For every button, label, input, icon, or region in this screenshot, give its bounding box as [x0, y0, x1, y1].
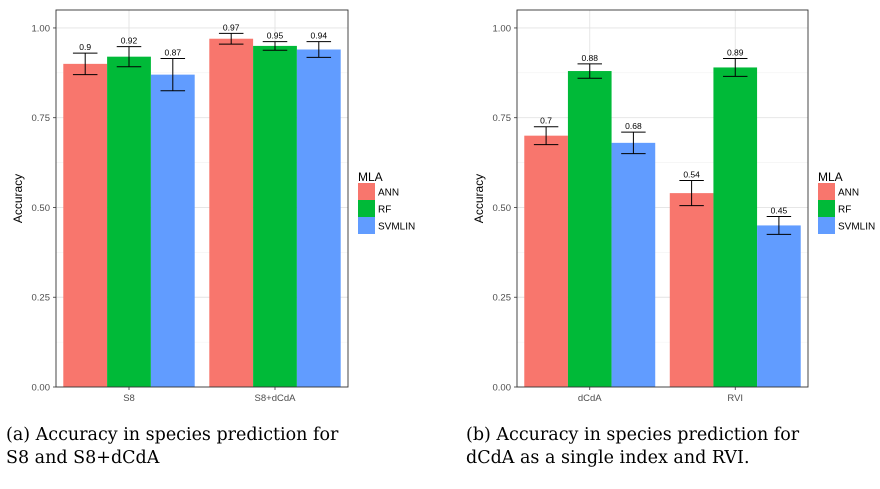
legend-swatch-ann: [818, 183, 835, 200]
bar-rf: [107, 56, 151, 388]
y-axis-title: Accuracy: [472, 174, 486, 223]
legend-label-svmlin: SVMLIN: [838, 222, 875, 233]
bar-svmlin: [296, 49, 341, 387]
bar-svmlin: [150, 74, 195, 387]
legend-swatch-rf: [358, 200, 375, 217]
caption-a-line1: (a) Accuracy in species prediction for: [6, 425, 339, 445]
legend-swatch-svmlin: [358, 217, 375, 234]
y-tick-label: 0.00: [32, 383, 51, 394]
legend-title: MLA: [358, 170, 383, 184]
caption-a-line2: S8 and S8+dCdA: [6, 448, 160, 468]
data-label: 0.88: [581, 53, 598, 63]
x-tick-label: S8+dCdA: [255, 393, 297, 404]
y-tick-label: 0.50: [493, 203, 512, 214]
data-label: 0.54: [683, 170, 700, 180]
y-tick-label: 0.75: [32, 113, 51, 124]
x-tick-label: RVI: [727, 393, 743, 404]
legend-label-rf: RF: [838, 205, 851, 216]
y-axis-title: Accuracy: [11, 174, 25, 223]
legend-label-ann: ANN: [378, 188, 399, 199]
y-tick-label: 1.00: [493, 23, 512, 34]
data-label: 0.9: [79, 42, 91, 52]
y-tick-label: 0.00: [493, 383, 512, 394]
y-tick-label: 1.00: [32, 23, 51, 34]
bar-ann: [209, 38, 254, 387]
bar-ann: [669, 193, 714, 387]
data-label: 0.94: [311, 31, 328, 41]
x-tick-label: dCdA: [578, 393, 602, 404]
bar-svmlin: [611, 142, 656, 387]
data-label: 0.68: [625, 121, 642, 131]
caption-b: (b) Accuracy in species prediction for d…: [466, 424, 799, 470]
x-tick-label: S8: [123, 393, 135, 404]
chart-a: 0.00 0.25 0.50 0.75 1.00 0.9 0.97 0.92 0.95 0.87 0…: [11, 9, 415, 404]
legend-title: MLA: [818, 170, 843, 184]
caption-b-line2: dCdA as a single index and RVI.: [466, 448, 750, 468]
bar-svmlin: [757, 225, 801, 387]
data-label: 0.89: [727, 47, 744, 57]
bar-ann: [524, 135, 568, 387]
legend-label-ann: ANN: [838, 188, 859, 199]
legend-swatch-ann: [358, 183, 375, 200]
data-label: 0.87: [165, 47, 182, 57]
y-tick-label: 0.25: [493, 293, 512, 304]
legend: MLA ANN RF SVMLIN: [358, 170, 415, 234]
plot-border: [55, 9, 349, 388]
data-label: 0.92: [121, 36, 138, 46]
caption-a: (a) Accuracy in species prediction for S…: [6, 424, 338, 470]
bar-ann: [63, 63, 108, 387]
legend-swatch-svmlin: [818, 217, 835, 234]
bar-rf: [713, 67, 758, 387]
caption-b-line1: (b) Accuracy in species prediction for: [466, 425, 800, 445]
data-label: 0.45: [771, 205, 788, 215]
y-tick-label: 0.50: [32, 203, 51, 214]
data-label: 0.95: [267, 31, 284, 41]
y-tick-label: 0.75: [493, 113, 512, 124]
data-label: 0.7: [540, 116, 552, 126]
plot-border: [516, 9, 809, 388]
legend-swatch-rf: [818, 200, 835, 217]
y-tick-label: 0.25: [32, 293, 51, 304]
chart-b: 0.00 0.25 0.50 0.75 1.00 0.7 0.54 0.88 0.89 0.68 0…: [472, 9, 875, 404]
legend-label-rf: RF: [378, 205, 391, 216]
data-label: 0.97: [223, 22, 240, 32]
bar-rf: [253, 45, 297, 388]
bar-rf: [567, 71, 612, 388]
legend-label-svmlin: SVMLIN: [378, 222, 415, 233]
legend: MLA ANN RF SVMLIN: [818, 170, 875, 234]
figure: 0.00 0.25 0.50 0.75 1.00 0.9 0.97 0.92 0.95 0.87 0…: [11, 9, 875, 404]
